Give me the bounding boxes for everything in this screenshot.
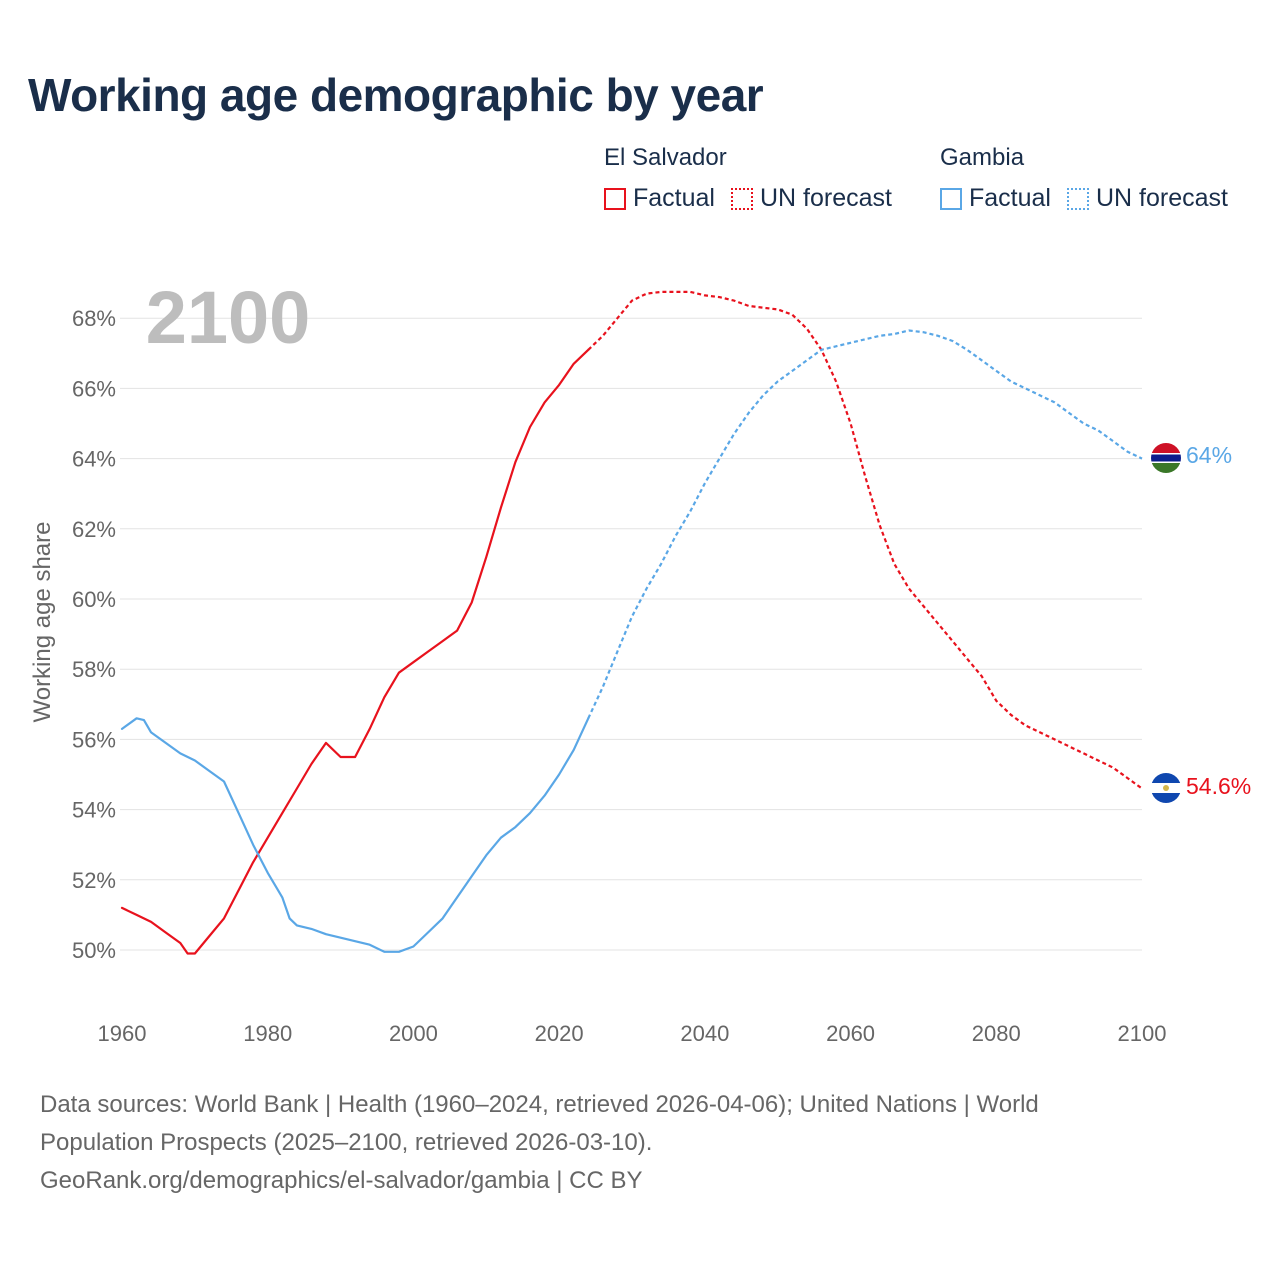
footer-line: Data sources: World Bank | Health (1960–… (40, 1091, 1039, 1118)
legend-swatch-dotted (1066, 187, 1089, 210)
year-label: 2100 (146, 276, 311, 359)
y-axis-title: Working age share (29, 522, 56, 723)
legend-item-gambia-factual[interactable]: Factual (940, 184, 1051, 213)
y-tick-label: 50% (72, 938, 116, 963)
y-tick-label: 58% (72, 657, 116, 682)
legend-swatch-dotted (730, 187, 753, 210)
x-tick-label: 1960 (98, 1021, 147, 1046)
legend-swatch-solid (940, 187, 962, 210)
gambia-flag-icon (1151, 443, 1181, 473)
legend-label-forecast: UN forecast (1095, 184, 1228, 212)
legend-el-salvador: El Salvador Factual UN forecast (604, 144, 908, 213)
legend-label-factual: Factual (633, 184, 715, 212)
x-tick-label: 2000 (389, 1021, 438, 1046)
x-tick-label: 2100 (1118, 1021, 1167, 1046)
series-line-gambia-forecast[interactable] (587, 329, 1143, 719)
y-tick-label: 52% (72, 868, 116, 893)
legend-item-el-salvador-factual[interactable]: Factual (604, 184, 715, 213)
x-tick-label: 2020 (535, 1021, 584, 1046)
series-line-gambia-factual[interactable] (120, 717, 590, 953)
y-tick-label: 68% (72, 306, 116, 331)
el-salvador-flag-icon (1151, 773, 1181, 803)
legend-swatch-solid (604, 187, 626, 210)
x-tick-label: 2040 (680, 1021, 729, 1046)
chart-title: Working age demographic by year (28, 69, 764, 121)
x-tick-label: 2060 (826, 1021, 875, 1046)
y-tick-label: 64% (72, 447, 116, 472)
legend-label-factual: Factual (969, 184, 1051, 212)
x-tick-label: 2080 (972, 1021, 1021, 1046)
y-tick-label: 56% (72, 727, 116, 752)
legend-label-forecast: UN forecast (759, 184, 892, 212)
y-tick-label: 66% (72, 376, 116, 401)
x-tick-label: 1980 (243, 1021, 292, 1046)
y-tick-label: 54% (72, 798, 116, 823)
legend-item-el-salvador-forecast[interactable]: UN forecast (730, 184, 892, 213)
y-tick-label: 62% (72, 517, 116, 542)
footer-sources: Data sources: World Bank | Health (1960–… (40, 1086, 1240, 1200)
legend-item-gambia-forecast[interactable]: UN forecast (1066, 184, 1228, 213)
footer-line: Population Prospects (2025–2100, retriev… (40, 1129, 653, 1156)
legend-country-gambia: Gambia (940, 144, 1025, 171)
end-label-gambia: 64% (1186, 442, 1232, 468)
legend-gambia: Gambia Factual UN forecast (940, 144, 1244, 213)
line-chart: 50% 52% 54% 56% 58% 60% 62% 64% 66% 68% 1960 1980 2… (29, 276, 1251, 1046)
series-line-el-salvador-forecast[interactable] (587, 290, 1143, 790)
footer-link[interactable]: GeoRank.org/demographics/el-salvador/gam… (40, 1167, 643, 1194)
series-line-el-salvador-factual[interactable] (120, 348, 590, 955)
legend-country-el-salvador: El Salvador (604, 144, 727, 171)
y-tick-label: 60% (72, 587, 116, 612)
end-label-el-salvador: 54.6% (1186, 773, 1251, 799)
